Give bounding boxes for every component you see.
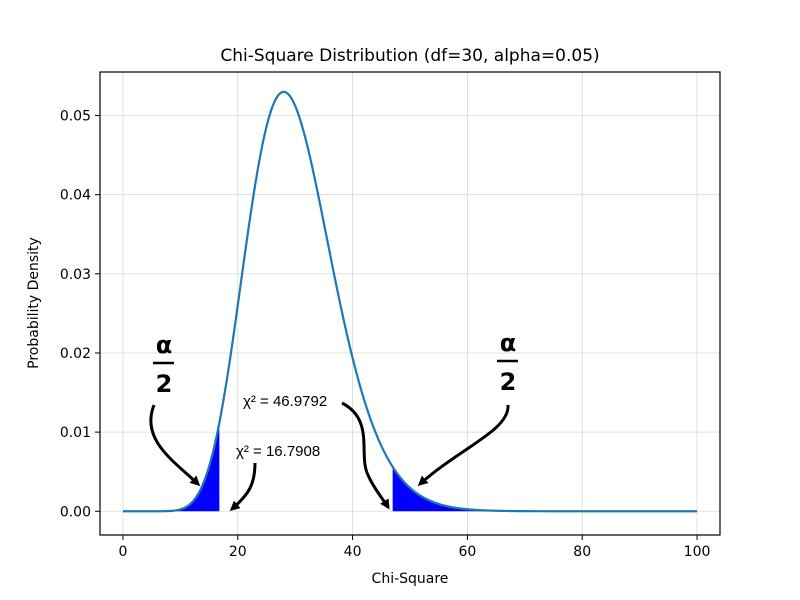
chi-square-curve bbox=[122, 90, 698, 513]
y-tick-label: 0.05 bbox=[60, 109, 91, 125]
left-alpha-arrow bbox=[149, 404, 201, 487]
y-tick-label: 0.04 bbox=[60, 188, 91, 204]
left-alpha-numerator: α bbox=[156, 331, 173, 359]
y-axis-ticks: 0.00 0.01 0.02 0.03 0.04 0.05 bbox=[60, 109, 100, 520]
x-tick-label: 40 bbox=[344, 544, 362, 560]
x-tick-label: 60 bbox=[458, 544, 476, 560]
upper-tail-fill bbox=[392, 466, 698, 512]
left-alpha-denominator: 2 bbox=[156, 370, 173, 398]
lower-tail-fill bbox=[122, 422, 220, 512]
x-tick-label: 100 bbox=[684, 544, 711, 560]
y-tick-label: 0.03 bbox=[60, 267, 91, 283]
x-axis-label: Chi-Square bbox=[372, 571, 449, 587]
right-alpha-numerator: α bbox=[500, 329, 517, 357]
x-tick-label: 0 bbox=[119, 544, 128, 560]
upper-critical-arrow bbox=[341, 401, 390, 510]
lower-critical-arrow bbox=[229, 462, 257, 511]
tail-fills bbox=[122, 422, 698, 512]
y-tick-label: 0.01 bbox=[60, 425, 91, 441]
y-tick-label: 0.02 bbox=[60, 346, 91, 362]
chart-title: Chi-Square Distribution (df=30, alpha=0.… bbox=[220, 46, 599, 66]
grid bbox=[100, 72, 720, 535]
x-axis-ticks: 0 20 40 60 80 100 bbox=[119, 535, 711, 560]
x-tick-label: 80 bbox=[573, 544, 591, 560]
right-alpha-denominator: 2 bbox=[500, 368, 517, 396]
curve-layer bbox=[122, 90, 698, 513]
right-alpha-arrow bbox=[417, 404, 510, 487]
x-tick-label: 20 bbox=[229, 544, 247, 560]
y-axis-label: Probability Density bbox=[26, 237, 42, 369]
lower-critical-label: χ² = 16.7908 bbox=[236, 443, 320, 460]
upper-critical-label: χ² = 46.9792 bbox=[243, 393, 327, 410]
plot-frame bbox=[99, 71, 721, 536]
y-tick-label: 0.00 bbox=[60, 504, 91, 520]
